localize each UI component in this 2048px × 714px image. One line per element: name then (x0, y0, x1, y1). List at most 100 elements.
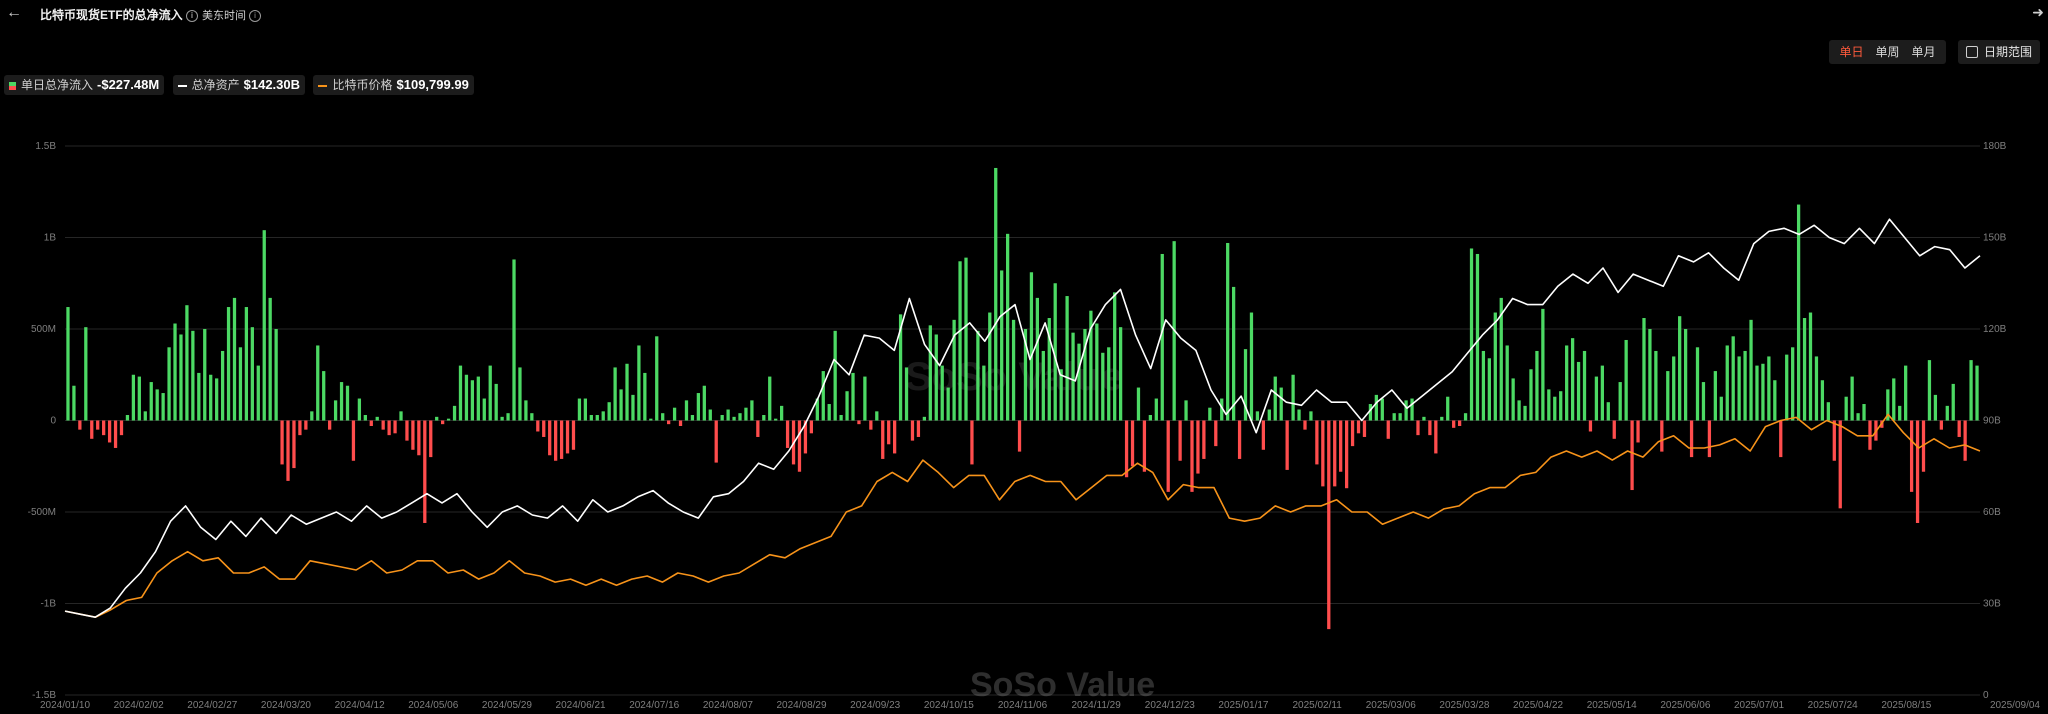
series-lines (64, 218, 1981, 619)
outflow-bar (887, 420, 891, 445)
outflow-bar (1214, 420, 1218, 447)
inflow-bar (1398, 413, 1402, 421)
inflow-bar (1559, 391, 1563, 421)
inflow-bar (1404, 400, 1408, 421)
inflow-bar (66, 307, 70, 421)
tab-weekly[interactable]: 单周 (1875, 45, 1900, 59)
outflow-bar (1428, 420, 1432, 436)
inflow-bar (750, 400, 754, 421)
arrow-left-icon[interactable]: ← (6, 4, 22, 21)
timezone-group: 美东时间 i (202, 7, 262, 23)
inflow-bar (155, 389, 159, 421)
inflow-bar (1118, 327, 1123, 421)
outflow-bar (107, 420, 112, 443)
inflow-bar (1184, 400, 1188, 421)
inflow-bar (619, 389, 623, 421)
outflow-bar (90, 420, 94, 439)
x-tick-label: 2025/07/24 (1808, 700, 1858, 711)
legend-item-flow[interactable]: 单日总净流入 -$227.48M (4, 75, 165, 95)
outflow-bar (893, 420, 897, 454)
share-icon[interactable]: ➜ (2032, 4, 2044, 20)
inflow-bar (185, 305, 189, 421)
outflow-bar (1333, 420, 1337, 487)
inflow-bar (1898, 405, 1902, 421)
inflow-bar (1796, 204, 1801, 421)
tab-daily[interactable]: 单日 (1839, 45, 1864, 59)
inflow-bar (1231, 286, 1236, 421)
outflow-bar (1237, 420, 1242, 459)
x-tick-label: 2024/09/23 (850, 700, 900, 711)
outflow-bar (559, 420, 564, 459)
inflow-bar (1469, 248, 1474, 421)
inflow-bar (1255, 411, 1260, 421)
inflow-bar (191, 330, 195, 421)
outflow-bar (1327, 420, 1331, 630)
inflow-bar (946, 387, 950, 421)
chart-legend: 单日总净流入 -$227.48M 总净资产 $142.30B 比特币价格 $109,7… (4, 75, 478, 95)
inflow-bar (1600, 365, 1604, 421)
inflow-bar (1000, 270, 1004, 421)
inflow-bar (464, 374, 469, 421)
outflow-bar (1660, 420, 1664, 452)
outflow-bar (565, 420, 570, 454)
inflow-bar (988, 312, 992, 421)
timezone-info-icon[interactable]: i (249, 10, 262, 23)
inflow-bar (738, 413, 742, 421)
line-swatch-icon (177, 84, 187, 87)
inflow-bar (215, 378, 219, 421)
date-range-button[interactable]: 日期范围 (1957, 40, 2040, 64)
outflow-bar (1356, 420, 1361, 434)
inflow-bar (583, 398, 588, 421)
outflow-bar (916, 420, 921, 437)
legend-item-price[interactable]: 比特币价格 $109,799.99 (313, 75, 474, 95)
inflow-bar (173, 323, 177, 421)
outflow-bar (809, 420, 814, 434)
inflow-bar (1291, 374, 1295, 421)
inflow-bar (1927, 360, 1932, 421)
outflow-bar (857, 420, 861, 425)
outflow-bar (369, 420, 373, 426)
inflow-bar (1785, 354, 1789, 421)
inflow-bar (1547, 389, 1551, 421)
legend-item-assets[interactable]: 总净资产 $142.30B (172, 75, 306, 95)
inflow-bar (690, 415, 695, 421)
outflow-bar (429, 420, 433, 458)
legend-flow-label: 单日总净流入 (21, 78, 94, 92)
inflow-bar (1570, 338, 1575, 421)
inflow-bar (1945, 405, 1949, 421)
inflow-bar (1368, 404, 1373, 421)
x-tick-label: 2024/08/07 (703, 700, 753, 711)
inflow-bar (1731, 336, 1735, 421)
outflow-bar (1832, 420, 1836, 461)
outflow-bar (785, 420, 790, 448)
inflow-bar (1422, 416, 1426, 421)
inflow-bar (613, 367, 617, 421)
inflow-bar (1226, 242, 1230, 421)
inflow-bar (1713, 371, 1717, 421)
inflow-bar (1606, 402, 1610, 421)
inflow-bar (928, 325, 932, 421)
inflow-bar (898, 314, 903, 421)
inflow-bar (1773, 380, 1777, 421)
inflow-bar (500, 416, 504, 421)
x-tick-label: 2024/07/16 (629, 700, 679, 711)
inflow-bar (452, 405, 457, 421)
inflow-bar (1648, 329, 1652, 421)
inflow-bar (643, 372, 647, 421)
outflow-bar (1915, 420, 1920, 523)
x-tick-label: 2025/04/22 (1513, 700, 1563, 711)
btc-price-line (64, 413, 1981, 619)
inflow-bar (952, 319, 956, 421)
inflow-bar (161, 393, 165, 421)
inflow-bar (1808, 312, 1813, 421)
inflow-bar (720, 415, 724, 421)
tab-monthly[interactable]: 单月 (1911, 45, 1936, 59)
outflow-bar (1963, 420, 1967, 461)
x-axis-labels: 2024/01/10 2024/02/02 2024/02/27 2024/03/20… (40, 700, 2040, 711)
inflow-bar (1791, 347, 1795, 421)
info-icon[interactable]: i (186, 9, 199, 22)
outflow-bar (1457, 420, 1462, 426)
inflow-bar (815, 398, 819, 421)
inflow-bar (435, 416, 439, 421)
inflow-bar (1392, 413, 1396, 421)
